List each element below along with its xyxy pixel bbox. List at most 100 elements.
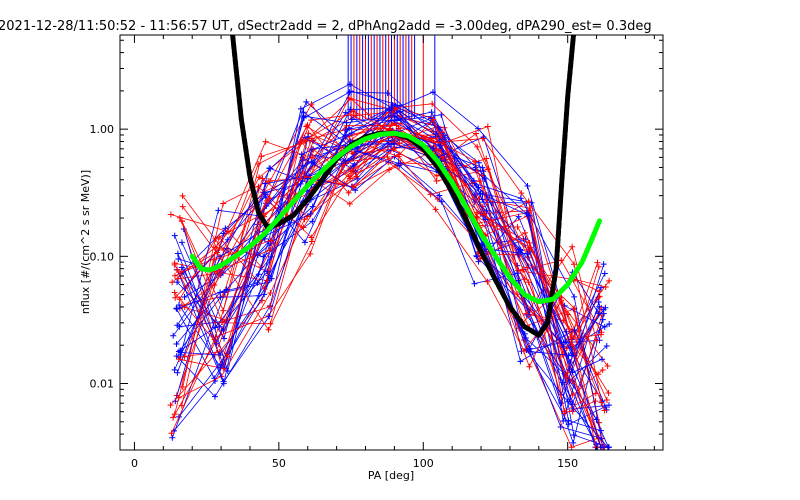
trace-point-blue — [169, 434, 176, 441]
trace-point-red — [267, 290, 274, 297]
trace-point-blue — [343, 119, 350, 126]
trace-point-red — [432, 206, 439, 213]
trace-point-blue — [171, 232, 178, 239]
trace-point-red — [178, 269, 185, 276]
trace-point-red — [558, 294, 565, 301]
trace-point-red — [171, 260, 178, 267]
trace-point-red — [211, 256, 218, 263]
axis-ticks: 0 50 100 150 0.01 0.10 1.00 — [90, 35, 663, 470]
trace-point-blue — [176, 302, 183, 309]
trace-point-red — [571, 261, 578, 268]
trace-point-blue — [267, 165, 274, 172]
trace-point-blue — [352, 187, 359, 194]
trace-point-blue — [300, 109, 307, 116]
trace-point-red — [514, 291, 521, 298]
trace-point-blue — [599, 356, 606, 363]
trace-point-red — [599, 366, 606, 373]
trace-point-red — [592, 398, 599, 405]
trace-point-red — [601, 407, 608, 414]
trace-point-blue — [268, 275, 275, 282]
trace-point-red — [345, 173, 352, 180]
trace-point-red — [594, 259, 601, 266]
trace-point-blue — [342, 127, 349, 134]
trace-point-red — [472, 158, 479, 165]
trace-point-blue — [353, 148, 360, 155]
trace-point-blue — [342, 109, 349, 116]
trace-point-blue — [571, 293, 578, 300]
trace-point-blue — [305, 172, 312, 179]
trace-point-blue — [526, 345, 533, 352]
trace-point-red — [179, 203, 186, 210]
trace-point-red — [345, 189, 352, 196]
trace-point-blue — [347, 106, 354, 113]
trace-point-red — [350, 108, 357, 115]
trace-point-red — [172, 294, 179, 301]
trace-point-blue — [181, 293, 188, 300]
trace-point-red — [176, 356, 183, 363]
trace-point-blue — [517, 195, 524, 202]
trace-point-blue — [479, 196, 486, 203]
trace-point-blue — [173, 353, 180, 360]
trace-point-red — [518, 190, 525, 197]
trace-point-blue — [391, 116, 398, 123]
trace-point-red — [434, 196, 441, 203]
trace-point-red — [484, 123, 491, 130]
trace-point-blue — [438, 111, 445, 118]
trace-point-blue — [567, 359, 574, 366]
trace-point-blue — [349, 116, 356, 123]
trace-point-red — [473, 130, 480, 137]
trace-point-blue — [515, 246, 522, 253]
trace-point-red — [308, 238, 315, 245]
trace-point-blue — [346, 89, 353, 96]
trace-point-blue — [217, 352, 224, 359]
trace-point-blue — [471, 280, 478, 287]
trace-point-blue — [595, 310, 602, 317]
trace-point-red — [603, 397, 610, 404]
trace-point-red — [393, 122, 400, 129]
trace-point-red — [595, 371, 602, 378]
trace-point-blue — [173, 341, 180, 348]
trace-point-red — [514, 224, 521, 231]
trace-point-blue — [430, 145, 437, 152]
trace-point-red — [267, 237, 274, 244]
x-tick-label: 50 — [272, 457, 286, 470]
trace-point-blue — [342, 158, 349, 165]
trace-point-red — [430, 116, 437, 123]
trace-point-blue — [308, 158, 315, 165]
x-tick-label: 100 — [413, 457, 434, 470]
trace-point-red — [433, 178, 440, 185]
trace-point-blue — [437, 142, 444, 149]
y-axis-label: nflux [#/(cm^2 s sr MeV)] — [79, 170, 92, 314]
trace-point-red — [481, 211, 488, 218]
trace-point-blue — [570, 432, 577, 439]
trace-point-blue — [171, 366, 178, 373]
trace-point-red — [178, 402, 185, 409]
trace-point-red — [346, 200, 353, 207]
trace-point-blue — [429, 89, 436, 96]
trace-point-red — [568, 341, 575, 348]
trace-point-red — [483, 155, 490, 162]
trace-point-red — [598, 399, 605, 406]
trace-point-red — [473, 213, 480, 220]
x-axis-label: PA [deg] — [368, 469, 414, 482]
trace-point-red — [604, 363, 611, 370]
trace-point-blue — [170, 332, 177, 339]
trace-point-red — [597, 331, 604, 338]
trace-point-blue — [597, 427, 604, 434]
trace-point-red — [216, 245, 223, 252]
trace-point-red — [309, 155, 316, 162]
trace-point-blue — [384, 90, 391, 97]
trace-point-blue — [561, 302, 568, 309]
trace-point-red — [304, 122, 311, 129]
trace-point-red — [569, 392, 576, 399]
trace-point-red — [569, 243, 576, 250]
trace-point-blue — [264, 268, 271, 275]
trace-point-blue — [388, 141, 395, 148]
trace-point-blue — [436, 192, 443, 199]
trace-point-red — [181, 353, 188, 360]
trace-point-blue — [558, 400, 565, 407]
data-layer — [167, 35, 613, 451]
trace-point-red — [179, 383, 186, 390]
trace-point-red — [386, 166, 393, 173]
